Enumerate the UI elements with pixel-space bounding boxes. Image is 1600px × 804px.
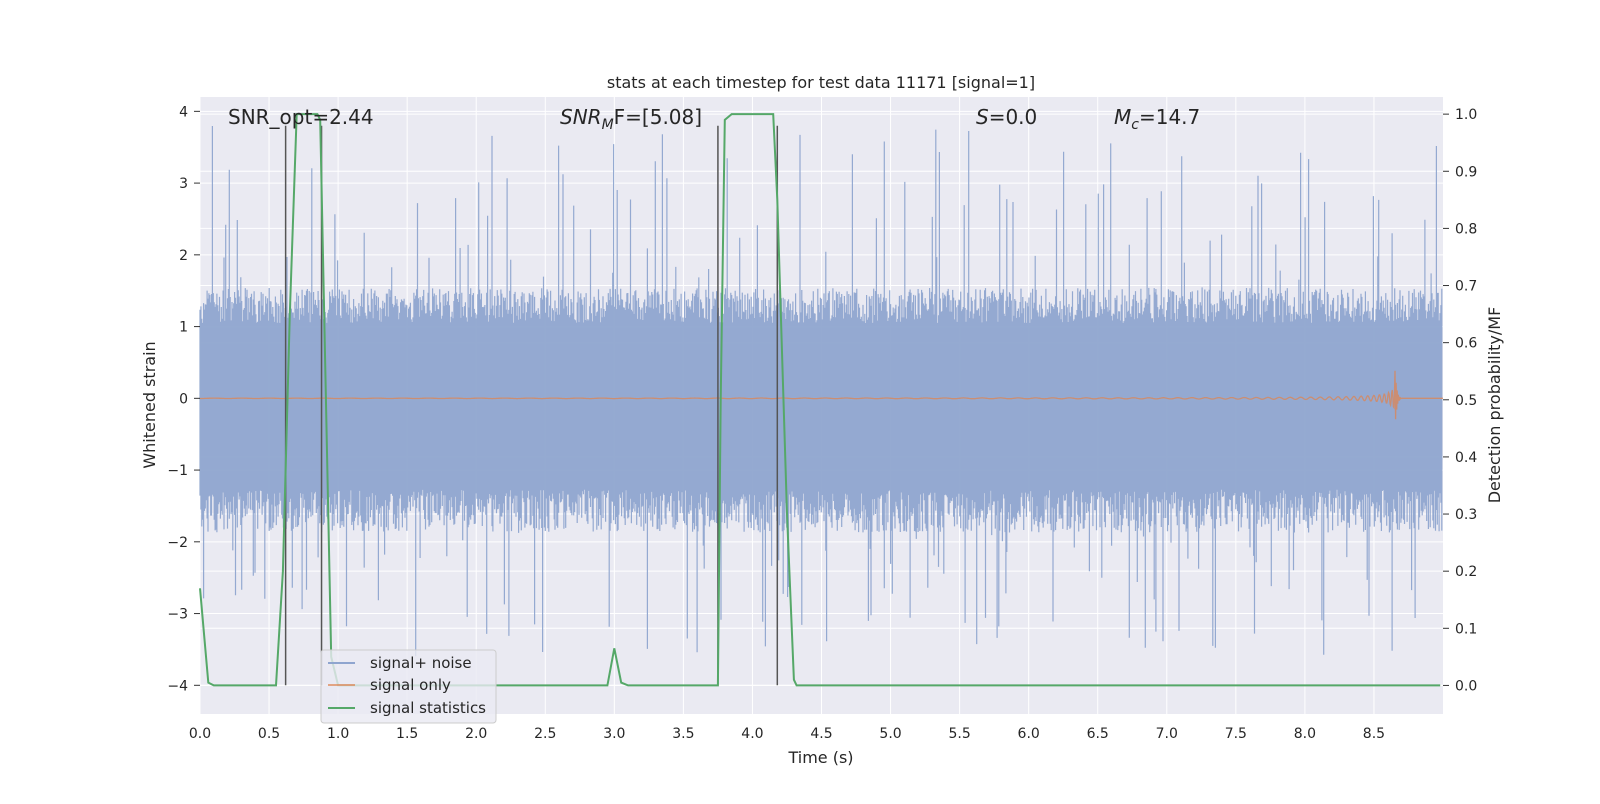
- annotation-snr-opt: SNR_opt=2.44: [228, 105, 374, 129]
- y-right-tick-label: 0.6: [1455, 336, 1477, 352]
- y-tick-label: −4: [167, 678, 188, 694]
- y-right-tick-label: 0.4: [1455, 450, 1477, 466]
- y-right-tick-label: 0.5: [1455, 393, 1477, 409]
- y-tick-label: 2: [179, 248, 188, 264]
- y-tick-label: 0: [179, 391, 188, 407]
- legend-label-noise: signal+ noise: [370, 654, 472, 672]
- y-right-tick-label: 0.7: [1455, 279, 1477, 295]
- y-right-tick-label: 0.2: [1455, 564, 1477, 580]
- y-tick-label: 3: [179, 176, 188, 192]
- annotation-mc-rest: =14.7: [1139, 105, 1200, 129]
- legend-label-stats: signal statistics: [370, 699, 486, 717]
- x-axis-label: Time (s): [787, 748, 853, 767]
- x-tick-label: 3.0: [603, 726, 625, 742]
- x-tick-label: 8.0: [1294, 726, 1316, 742]
- y-axis-label-right: Detection probability/MF: [1485, 307, 1504, 504]
- x-tick-label: 0.5: [258, 726, 280, 742]
- y-right-tick-label: 0.1: [1455, 621, 1477, 637]
- y-right-tick-label: 0.3: [1455, 507, 1477, 523]
- legend: signal+ noise signal only signal statist…: [320, 649, 497, 724]
- x-tick-label: 3.5: [672, 726, 694, 742]
- y-tick-label: 4: [179, 104, 188, 120]
- y-right-tick-label: 0.0: [1455, 678, 1477, 694]
- x-tick-label: 1.5: [396, 726, 418, 742]
- signal-series-layer: [200, 370, 1443, 420]
- y-right-tick-label: 1.0: [1455, 107, 1477, 123]
- x-tick-label: 7.0: [1156, 726, 1178, 742]
- x-tick-label: 6.5: [1087, 726, 1109, 742]
- x-tick-label: 2.5: [534, 726, 556, 742]
- chart-title: stats at each timestep for test data 111…: [607, 73, 1035, 92]
- legend-box: [320, 649, 497, 724]
- noise-series-layer: [199, 126, 1443, 657]
- annotation-snr-mf: SNRMF=[5.08]: [560, 105, 702, 133]
- legend-label-signal: signal only: [370, 676, 451, 694]
- x-tick-label: 0.0: [189, 726, 211, 742]
- annotation-mc: Mc=14.7: [1114, 105, 1200, 133]
- annotation-mc-main: M: [1114, 105, 1131, 129]
- annotation-s: S=0.0: [976, 105, 1037, 129]
- annotation-snr-mf-main: SNR: [560, 105, 602, 129]
- annotation-mc-sub: c: [1131, 117, 1139, 133]
- x-tick-label: 1.0: [327, 726, 349, 742]
- y-tick-label: −3: [167, 607, 188, 623]
- stats-series-layer: [199, 113, 1441, 687]
- x-tick-label: 4.0: [741, 726, 763, 742]
- noise-series-line: [199, 126, 1443, 657]
- x-tick-label: 4.5: [810, 726, 832, 742]
- y-tick-label: −1: [167, 463, 188, 479]
- x-tick-label: 5.0: [879, 726, 901, 742]
- y-right-tick-label: 0.9: [1455, 164, 1477, 180]
- x-tick-label: 6.0: [1018, 726, 1040, 742]
- y-axis-label: Whitened strain: [140, 341, 159, 468]
- y-tick-label: 1: [179, 320, 188, 336]
- x-tick-label: 2.0: [465, 726, 487, 742]
- axis-layer: 0.0 0.5 1.0 1.5 2.0 2.5 3.0 3.5 4.0 4.5 5.0 5.5 6.0 6…: [167, 104, 1477, 742]
- annotation-s-main: S: [976, 105, 989, 129]
- y-tick-label: −2: [167, 535, 188, 551]
- stats-series-line: [199, 113, 1441, 687]
- signal-series-line: [200, 370, 1443, 420]
- x-tick-label: 7.5: [1225, 726, 1247, 742]
- annotation-snr-mf-sub: M: [602, 117, 614, 133]
- x-tick-label: 5.5: [948, 726, 970, 742]
- y-right-tick-label: 0.8: [1455, 221, 1477, 237]
- annotation-snr-mf-rest: F=[5.08]: [614, 105, 702, 129]
- x-tick-label: 8.5: [1363, 726, 1385, 742]
- annotation-s-rest: =0.0: [989, 105, 1038, 129]
